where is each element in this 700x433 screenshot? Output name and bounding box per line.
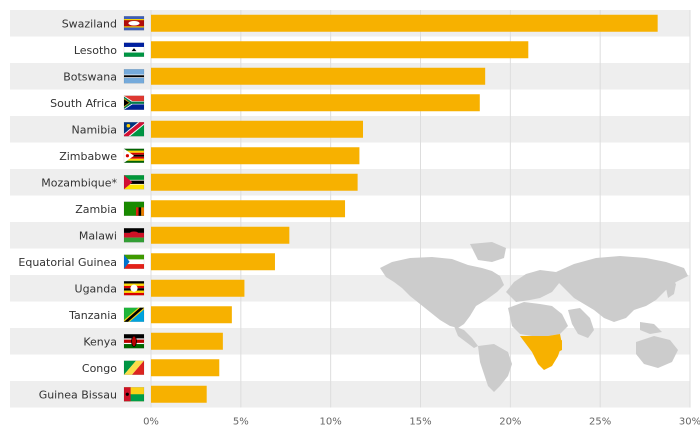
category-label: Mozambique* xyxy=(41,176,117,189)
bar-tanzania xyxy=(151,306,232,324)
category-labels: Swaziland Lesotho Botswana South Africa Nami… xyxy=(18,17,117,401)
row-stripe xyxy=(10,222,690,249)
bar-equatorial-guinea xyxy=(151,253,275,271)
category-label: Guinea Bissau xyxy=(39,388,117,401)
lesotho-flag-icon xyxy=(123,42,145,57)
category-label: Namibia xyxy=(71,123,117,136)
category-label: Congo xyxy=(82,362,117,375)
category-label: Lesotho xyxy=(74,44,117,57)
bar-mozambique xyxy=(151,173,358,191)
row-stripe xyxy=(10,381,690,408)
botswana-flag-icon xyxy=(123,69,145,84)
x-tick-label: 15% xyxy=(409,417,431,428)
category-label: Zambia xyxy=(75,203,117,216)
bar-malawi xyxy=(151,226,290,244)
x-tick-label: 25% xyxy=(589,417,611,428)
zimbabwe-flag-icon xyxy=(123,148,145,163)
bar-kenya xyxy=(151,332,223,350)
world-map-icon xyxy=(380,242,688,392)
bar-zimbabwe xyxy=(151,147,360,165)
category-label: Zimbabwe xyxy=(59,150,117,163)
bar-botswana xyxy=(151,67,486,85)
equatorial-guinea-flag-icon xyxy=(123,254,145,269)
category-label: Malawi xyxy=(79,229,117,242)
category-label: Tanzania xyxy=(68,309,117,322)
category-label: Swaziland xyxy=(62,17,117,30)
category-label: Kenya xyxy=(83,335,117,348)
x-tick-label: 10% xyxy=(320,417,342,428)
x-tick-label: 30% xyxy=(679,417,700,428)
bar-zambia xyxy=(151,200,346,218)
bar-uganda xyxy=(151,279,245,297)
kenya-flag-icon xyxy=(123,334,145,349)
category-label: South Africa xyxy=(50,97,117,110)
bar-swaziland xyxy=(151,14,658,32)
mozambique-flag-icon xyxy=(123,175,145,190)
congo-flag-icon xyxy=(123,360,145,375)
namibia-flag-icon xyxy=(123,122,145,137)
south-africa-flag-icon xyxy=(123,95,145,110)
bar-guinea-bissau xyxy=(151,385,207,403)
bar-south-africa xyxy=(151,94,480,112)
category-label: Botswana xyxy=(63,70,117,83)
guinea-bissau-flag-icon xyxy=(123,387,145,402)
row-stripe xyxy=(10,328,690,355)
bar-namibia xyxy=(151,120,364,138)
bar-lesotho xyxy=(151,41,529,59)
swaziland-flag-icon xyxy=(123,16,145,31)
x-tick-label: 5% xyxy=(233,417,249,428)
flags xyxy=(123,16,145,402)
x-tick-label: 20% xyxy=(499,417,521,428)
x-axis-ticks: 0% 5% 10% 15% 20% 25% 30% xyxy=(143,417,700,428)
tanzania-flag-icon xyxy=(123,307,145,322)
bars xyxy=(151,14,658,403)
malawi-flag-icon xyxy=(123,228,145,243)
category-label: Equatorial Guinea xyxy=(18,256,117,269)
zambia-flag-icon xyxy=(123,201,145,216)
bar-congo xyxy=(151,359,220,377)
uganda-flag-icon xyxy=(123,281,145,296)
x-tick-label: 0% xyxy=(143,417,159,428)
category-label: Uganda xyxy=(75,282,117,295)
